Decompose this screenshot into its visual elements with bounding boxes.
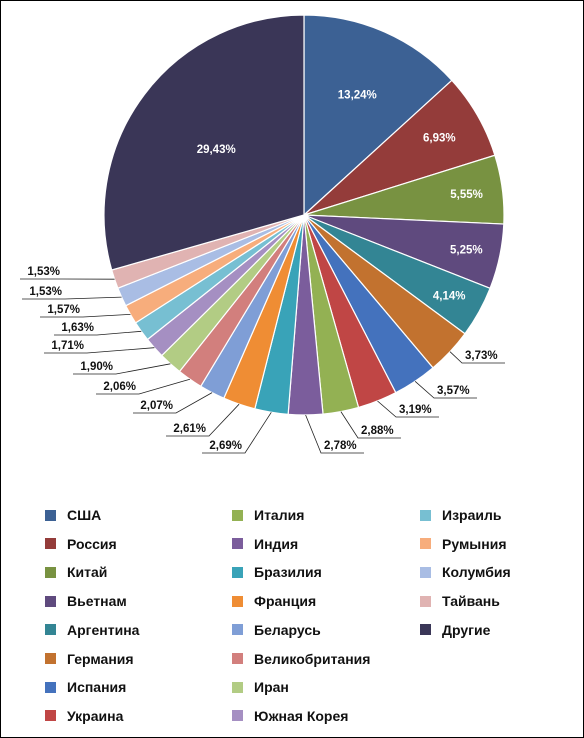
slice-label: 4,14% — [433, 290, 466, 302]
slice-label: 1,53% — [29, 286, 62, 298]
slice-label: 29,43% — [197, 144, 236, 156]
slice-label: 6,93% — [423, 132, 456, 144]
slice-label: 2,07% — [140, 400, 173, 412]
slice-label: 2,88% — [361, 425, 394, 437]
slice-label: 1,63% — [61, 322, 94, 334]
slice-label: 1,71% — [51, 340, 84, 352]
leader-line — [133, 392, 213, 414]
slice-label: 1,53% — [27, 266, 60, 278]
slice-label: 2,06% — [103, 381, 136, 393]
slice-label: 2,61% — [173, 423, 206, 435]
leader-line — [22, 296, 122, 300]
leader-line — [166, 403, 240, 437]
leader-line — [377, 400, 439, 418]
slice-label: 5,55% — [450, 189, 483, 201]
slice-label: 5,25% — [450, 245, 483, 257]
slice-label: 2,69% — [209, 440, 242, 452]
leader-line — [96, 378, 191, 395]
leader-line — [340, 411, 401, 439]
slice-label: 1,57% — [47, 304, 80, 316]
pie-slice — [303, 14, 453, 217]
slice-label: 2,78% — [324, 440, 357, 452]
leader-line — [305, 414, 364, 454]
leader-line — [202, 412, 272, 454]
leader-line — [54, 330, 142, 336]
leader-line — [40, 314, 131, 318]
slice-label: 3,19% — [399, 404, 432, 416]
slice-label: 3,57% — [437, 385, 470, 397]
slice-label: 1,90% — [80, 361, 113, 373]
leader-line — [73, 363, 171, 375]
slice-label: 13,24% — [338, 89, 377, 101]
leader-line — [449, 351, 505, 364]
leader-line — [44, 347, 155, 354]
pie-slice — [103, 14, 305, 271]
leader-line — [414, 381, 477, 399]
slice-label: 3,73% — [465, 350, 498, 362]
pie-chart: 13,24% 6,93% 5,55% 5,25% 4,14% 3,73% 3,57% 3,19… — [20, 14, 505, 454]
